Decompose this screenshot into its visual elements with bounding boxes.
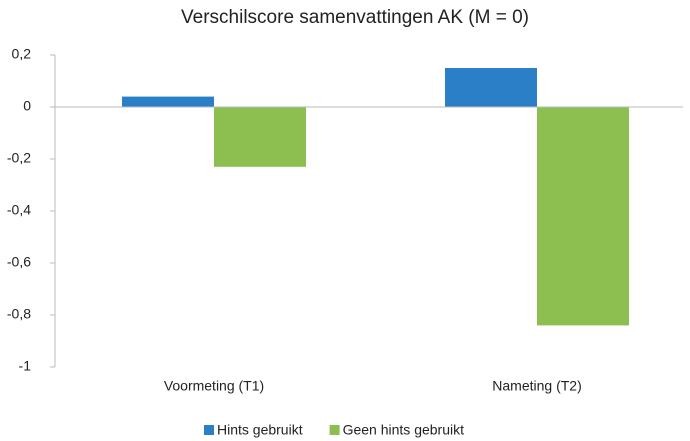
- bar: [214, 107, 306, 167]
- bar: [537, 107, 629, 326]
- y-tick-label: -0,8: [7, 306, 31, 322]
- y-tick-label: -0,4: [7, 202, 31, 218]
- legend-swatch: [204, 425, 214, 435]
- bar: [122, 96, 214, 107]
- legend-label: Hints gebruikt: [217, 422, 303, 438]
- y-tick-label: -0,6: [7, 254, 31, 270]
- x-tick-label: Nameting (T2): [492, 378, 581, 394]
- bar: [445, 68, 537, 107]
- y-tick-label: 0,2: [12, 46, 32, 62]
- y-tick-label: -1: [19, 358, 32, 374]
- legend-swatch: [329, 425, 340, 435]
- chart-title: Verschilscore samenvattingen AK (M = 0): [181, 7, 529, 28]
- x-tick-label: Voormeting (T1): [164, 378, 264, 394]
- y-tick-label: -0,2: [7, 150, 31, 166]
- legend-label: Geen hints gebruikt: [343, 422, 465, 438]
- y-tick-label: 0: [23, 98, 31, 114]
